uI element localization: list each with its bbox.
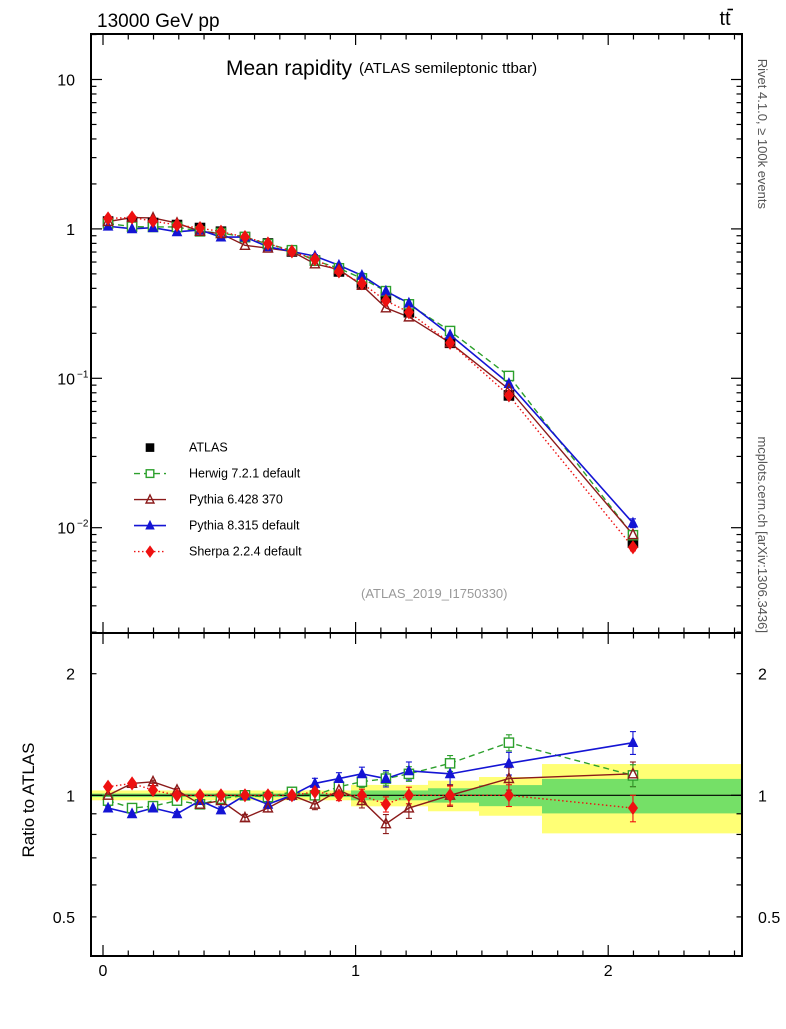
svg-text:10: 10 <box>57 521 75 538</box>
svg-text:Pythia 8.315 default: Pythia 8.315 default <box>189 519 300 533</box>
svg-text:−2: −2 <box>77 519 89 530</box>
svg-text:Rivet 4.1.0, ≥ 100k events: Rivet 4.1.0, ≥ 100k events <box>755 59 770 210</box>
svg-text:1: 1 <box>351 963 360 980</box>
svg-text:0.5: 0.5 <box>53 910 75 927</box>
svg-text:1: 1 <box>758 788 767 805</box>
svg-text:Sherpa 2.2.4 default: Sherpa 2.2.4 default <box>189 545 302 559</box>
svg-text:ATLAS: ATLAS <box>189 441 228 455</box>
svg-text:1: 1 <box>66 222 75 239</box>
svg-text:mcplots.cern.ch [arXiv:1306.34: mcplots.cern.ch [arXiv:1306.3436] <box>755 436 770 633</box>
svg-text:2: 2 <box>66 667 75 684</box>
svg-text:tt: tt <box>719 8 731 30</box>
svg-text:−1: −1 <box>77 369 89 380</box>
svg-text:10: 10 <box>57 371 75 388</box>
svg-text:13000 GeV pp: 13000 GeV pp <box>97 11 220 32</box>
svg-text:(ATLAS_2019_I1750330): (ATLAS_2019_I1750330) <box>361 586 507 601</box>
svg-text:2: 2 <box>604 963 613 980</box>
svg-text:(ATLAS semileptonic ttbar): (ATLAS semileptonic ttbar) <box>359 60 537 77</box>
svg-text:Mean rapidity: Mean rapidity <box>226 57 353 80</box>
svg-text:Ratio to ATLAS: Ratio to ATLAS <box>19 743 38 858</box>
svg-text:Herwig 7.2.1 default: Herwig 7.2.1 default <box>189 467 301 481</box>
svg-text:2: 2 <box>758 667 767 684</box>
svg-text:0.5: 0.5 <box>758 910 780 927</box>
svg-text:10: 10 <box>57 73 75 90</box>
svg-text:Pythia 6.428 370: Pythia 6.428 370 <box>189 493 283 507</box>
svg-text:0: 0 <box>99 963 108 980</box>
svg-text:1: 1 <box>66 788 75 805</box>
